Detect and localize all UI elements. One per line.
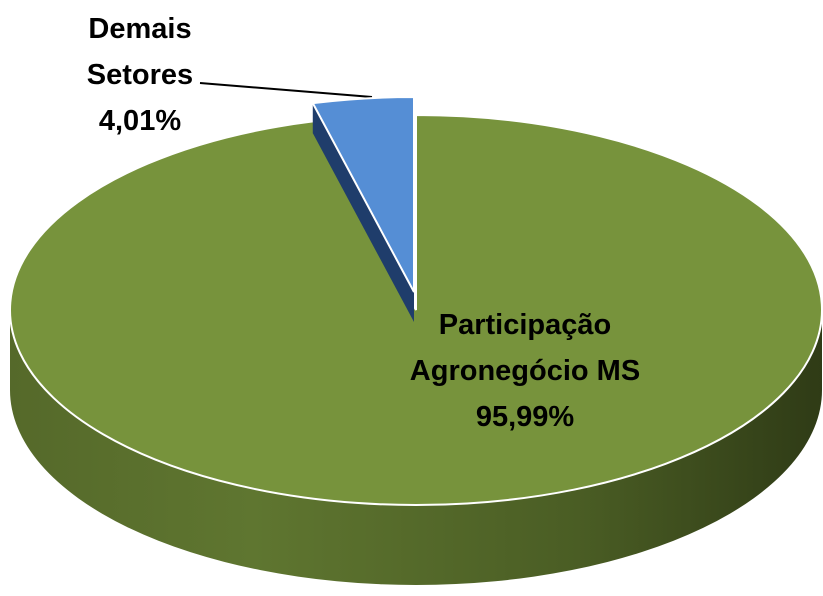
slice-edge: [312, 103, 414, 322]
slice: [311, 95, 415, 293]
value-label: 95,99%: [475, 401, 575, 433]
slice-label: Participação Agronegócio MS 95,99%: [395, 302, 655, 440]
slice-label: Demais Setores 4,01%: [40, 6, 240, 144]
slice-side: [10, 310, 822, 585]
category-label: Demais Setores: [86, 13, 194, 91]
category-label: Participação Agronegócio MS: [409, 309, 641, 387]
leader-line: [199, 82, 373, 98]
slice: [9, 113, 823, 506]
value-label: 4,01%: [98, 105, 182, 137]
